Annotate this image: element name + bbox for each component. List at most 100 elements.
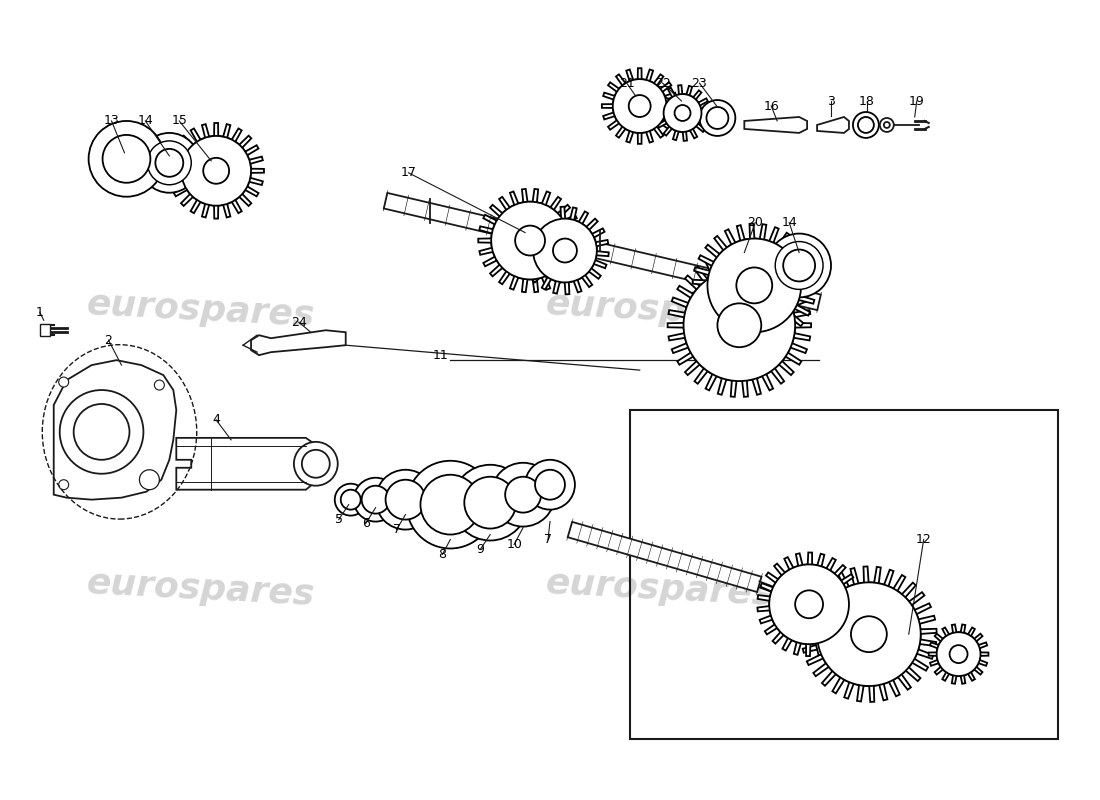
Circle shape xyxy=(492,462,556,526)
Circle shape xyxy=(795,590,823,618)
Circle shape xyxy=(452,465,528,541)
Circle shape xyxy=(464,477,516,529)
Circle shape xyxy=(736,267,772,303)
Circle shape xyxy=(717,303,761,347)
Circle shape xyxy=(140,470,159,490)
Circle shape xyxy=(59,390,143,474)
Text: 8: 8 xyxy=(439,548,447,561)
Polygon shape xyxy=(521,206,608,294)
Circle shape xyxy=(629,95,650,117)
Text: 1: 1 xyxy=(36,306,44,319)
Text: 16: 16 xyxy=(763,99,779,113)
Text: 3: 3 xyxy=(827,94,835,107)
Text: eurospares: eurospares xyxy=(86,287,317,334)
Circle shape xyxy=(505,477,541,513)
Circle shape xyxy=(858,117,873,133)
Circle shape xyxy=(58,480,68,490)
Circle shape xyxy=(706,107,728,129)
Text: 4: 4 xyxy=(212,414,220,426)
Circle shape xyxy=(515,226,544,255)
Polygon shape xyxy=(801,566,936,702)
Circle shape xyxy=(294,442,338,486)
Circle shape xyxy=(155,149,184,177)
Circle shape xyxy=(535,470,565,500)
Polygon shape xyxy=(654,85,711,141)
Text: 9: 9 xyxy=(476,543,484,556)
Polygon shape xyxy=(478,189,582,292)
Polygon shape xyxy=(251,330,345,355)
Circle shape xyxy=(700,100,736,136)
Circle shape xyxy=(663,94,702,132)
Circle shape xyxy=(58,377,68,387)
Polygon shape xyxy=(176,438,316,490)
Circle shape xyxy=(362,486,389,514)
Text: 24: 24 xyxy=(292,316,307,329)
Circle shape xyxy=(301,450,330,478)
Polygon shape xyxy=(54,360,176,500)
Text: 19: 19 xyxy=(909,94,925,107)
Circle shape xyxy=(613,79,667,133)
Circle shape xyxy=(707,238,801,332)
Text: eurospares: eurospares xyxy=(544,287,774,334)
Text: 7: 7 xyxy=(393,523,400,536)
Circle shape xyxy=(204,158,229,184)
Circle shape xyxy=(883,122,890,128)
Text: 20: 20 xyxy=(747,216,763,229)
Circle shape xyxy=(683,270,795,381)
Circle shape xyxy=(553,238,576,262)
Text: 2: 2 xyxy=(104,334,112,346)
Bar xyxy=(40,324,49,336)
Circle shape xyxy=(334,484,366,515)
Circle shape xyxy=(783,250,815,282)
Text: 14: 14 xyxy=(138,114,153,127)
Text: 18: 18 xyxy=(859,94,874,107)
Polygon shape xyxy=(602,68,678,144)
Circle shape xyxy=(937,632,980,676)
Circle shape xyxy=(182,136,251,206)
Text: 22: 22 xyxy=(654,77,671,90)
Polygon shape xyxy=(758,553,861,656)
Polygon shape xyxy=(928,625,989,684)
Polygon shape xyxy=(817,117,849,133)
Polygon shape xyxy=(568,522,761,592)
Polygon shape xyxy=(668,254,811,397)
Text: 15: 15 xyxy=(172,114,187,127)
Text: eurospares: eurospares xyxy=(86,566,317,612)
Circle shape xyxy=(386,480,426,519)
Circle shape xyxy=(102,135,151,182)
Polygon shape xyxy=(384,193,821,310)
Circle shape xyxy=(354,478,397,522)
Bar xyxy=(629,410,1058,739)
Polygon shape xyxy=(168,123,264,218)
Circle shape xyxy=(154,380,164,390)
Circle shape xyxy=(525,460,575,510)
Circle shape xyxy=(851,616,887,652)
Text: 17: 17 xyxy=(400,166,417,179)
Circle shape xyxy=(89,121,164,197)
Circle shape xyxy=(534,218,597,282)
Circle shape xyxy=(420,474,481,534)
Circle shape xyxy=(949,645,968,663)
Circle shape xyxy=(140,133,199,193)
Circle shape xyxy=(147,141,191,185)
Text: eurospares: eurospares xyxy=(544,566,774,612)
Circle shape xyxy=(492,202,569,279)
Polygon shape xyxy=(745,117,807,133)
Circle shape xyxy=(674,105,691,121)
Text: 5: 5 xyxy=(334,513,343,526)
Text: 6: 6 xyxy=(362,517,370,530)
Text: 14: 14 xyxy=(781,216,798,229)
Circle shape xyxy=(852,112,879,138)
Circle shape xyxy=(769,565,849,644)
Circle shape xyxy=(74,404,130,460)
Text: 7: 7 xyxy=(544,533,552,546)
Text: 21: 21 xyxy=(619,77,635,90)
Text: 12: 12 xyxy=(916,533,932,546)
Polygon shape xyxy=(693,224,816,347)
Text: 11: 11 xyxy=(432,349,449,362)
Text: 23: 23 xyxy=(692,77,707,90)
Circle shape xyxy=(375,470,436,530)
Circle shape xyxy=(767,234,830,298)
Circle shape xyxy=(341,490,361,510)
Circle shape xyxy=(776,242,823,290)
